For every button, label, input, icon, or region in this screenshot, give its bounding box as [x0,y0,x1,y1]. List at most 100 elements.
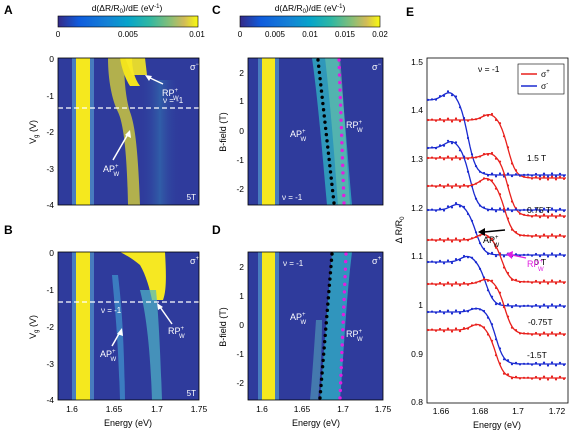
trace-dot [328,277,332,281]
spectrum-point [550,279,554,282]
spectrum-point [542,361,546,364]
spectrum-point [558,175,562,178]
spectrum-point [518,332,522,335]
spectrum-point [458,240,462,243]
spectrum-point [490,237,494,240]
spectrum-point [470,307,474,310]
spectrum-point [458,259,462,262]
trace-dot [331,195,336,199]
spectrum-point [474,307,478,310]
spectrum-point [538,175,542,178]
spectrum-point [490,151,494,155]
trace-dot [339,110,343,115]
spectrum-point [494,118,498,122]
svg-text:1.7: 1.7 [337,404,349,414]
svg-text:1: 1 [239,96,244,106]
svg-text:0.005: 0.005 [265,30,286,39]
spectrum-point [462,205,466,208]
heatmap-feature [108,58,140,205]
spectrum-point [510,162,514,165]
spectrum-point [514,329,518,332]
spectrum-point [442,186,446,189]
spectrum-point [562,363,566,366]
trace-dot [325,139,329,143]
trace-dot [342,305,346,309]
spectrum-point [558,303,562,306]
spectrum-point [462,183,466,186]
spectrum-point [478,204,482,207]
spectrum-point [450,158,454,161]
spectrum-point [474,235,478,239]
spectrum-point [510,363,514,366]
spectrum-point [518,212,522,215]
spectrum-point [454,95,458,98]
panel-letter-a: A [4,3,13,17]
spectrum-point [526,280,530,283]
spectrum-point [466,170,470,173]
y-axis-label: Vg (V) [28,315,40,339]
colorbar-tick: 0.005 [118,30,139,39]
spectrum-point [546,364,550,367]
trace-dot [328,163,332,168]
trace-dot [320,95,324,100]
spectrum-point [498,347,502,350]
spectra [426,90,566,381]
trace-dot [338,396,342,400]
spectrum-point [434,185,438,188]
spectrum-point [510,278,514,281]
colorbar-tick: 0 [56,30,61,39]
spectrum-point [554,216,558,219]
spectrum-point [450,142,454,145]
spectrum-point [446,281,450,284]
svg-text:0: 0 [239,320,244,330]
spectrum-point [430,118,434,121]
spectrum-point [438,259,442,262]
spectrum-point [482,247,486,250]
spectrum-point [550,361,554,364]
spectrum-point [482,171,486,175]
svg-text:-1: -1 [236,155,244,165]
spectrum-point [562,209,566,212]
trace-dot [340,163,345,168]
spectrum-point [498,160,502,163]
spectrum-point [538,306,542,309]
spectrum-point [470,281,474,285]
trace-dot [342,290,347,294]
arrow [483,229,506,233]
spectrum-point [462,327,466,330]
panel-letter-b: B [4,223,13,237]
spectrum-point [446,309,450,312]
magenta-dots [338,252,348,400]
spectrum-point [518,209,522,212]
svg-text:-1: -1 [46,91,54,101]
spectrum-point [458,120,462,123]
spectrum-point [470,256,474,259]
spectrum-point [534,213,538,217]
annotation-rp: RP+ W [346,120,363,134]
svg-text:1.66: 1.66 [433,406,450,416]
spectrum-point [522,175,526,178]
spectrum-point [554,255,558,258]
spectrum-point [474,261,478,264]
spectrum-point [546,216,550,219]
x-axis-label: Energy (eV) [473,420,521,430]
spectrum-point [438,183,442,187]
spectrum-point [478,242,482,245]
spectrum-point [518,174,522,177]
spectrum-point [470,324,474,327]
spectrum-point [466,256,470,259]
spectrum-point [466,157,470,160]
trace-dot [324,132,329,137]
spectrum-point [426,156,430,160]
spectrum-point [486,174,490,177]
spectrum-line [428,92,566,176]
svg-text:-2: -2 [236,378,244,388]
spectrum-point [514,231,518,234]
spectrum-point [466,310,470,313]
spectrum-point [538,178,542,181]
magenta-dots [337,58,346,205]
spectrum-point [474,118,478,121]
legend-entry: σ- [541,81,548,91]
spectrum-point [550,172,554,175]
spectrum-point [542,233,546,236]
